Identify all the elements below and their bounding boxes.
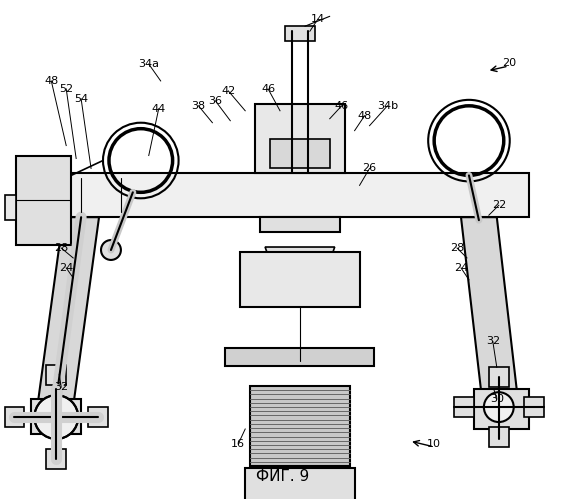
Bar — [31, 399, 81, 434]
Polygon shape — [461, 217, 517, 389]
Bar — [5, 407, 24, 427]
Bar — [524, 397, 543, 417]
Circle shape — [35, 395, 78, 439]
Text: 34a: 34a — [138, 59, 159, 69]
Text: 48: 48 — [44, 76, 58, 86]
Bar — [255, 104, 345, 174]
Circle shape — [484, 392, 514, 422]
Bar — [245, 468, 355, 500]
Text: 28: 28 — [450, 243, 464, 253]
Text: 32: 32 — [54, 382, 68, 392]
Bar — [16, 156, 71, 245]
Text: 44: 44 — [152, 104, 166, 114]
Bar — [5, 196, 16, 220]
Text: 14: 14 — [311, 14, 325, 24]
Bar — [270, 138, 330, 168]
Text: 46: 46 — [261, 84, 275, 94]
Text: ФИГ. 9: ФИГ. 9 — [256, 469, 310, 484]
Bar — [46, 366, 66, 385]
Text: 54: 54 — [74, 94, 88, 104]
Text: 48: 48 — [357, 111, 372, 120]
Bar — [240, 252, 359, 306]
Bar — [250, 386, 350, 466]
Text: 34b: 34b — [377, 101, 398, 111]
Polygon shape — [265, 247, 335, 267]
Bar — [474, 389, 529, 429]
Text: 52: 52 — [59, 84, 73, 94]
Text: 24: 24 — [454, 263, 468, 273]
Text: 26: 26 — [362, 164, 376, 173]
Text: 30: 30 — [490, 394, 504, 404]
Text: 46: 46 — [335, 101, 349, 111]
Text: 28: 28 — [54, 243, 68, 253]
Bar — [22, 174, 529, 217]
Polygon shape — [38, 217, 99, 399]
Text: 22: 22 — [492, 200, 506, 210]
Bar — [46, 449, 66, 469]
Circle shape — [101, 240, 121, 260]
Text: 24: 24 — [59, 263, 74, 273]
Bar — [225, 348, 375, 366]
Text: 36: 36 — [208, 96, 222, 106]
Text: 42: 42 — [221, 86, 235, 96]
Bar — [489, 368, 509, 387]
Bar — [489, 427, 509, 447]
Text: 32: 32 — [486, 336, 500, 346]
Text: 20: 20 — [501, 58, 516, 68]
Text: 10: 10 — [427, 439, 441, 449]
Bar — [454, 397, 474, 417]
Bar — [88, 407, 108, 427]
Text: 38: 38 — [191, 101, 205, 111]
Text: 16: 16 — [231, 439, 245, 449]
Bar — [260, 217, 340, 232]
Bar — [285, 26, 315, 41]
